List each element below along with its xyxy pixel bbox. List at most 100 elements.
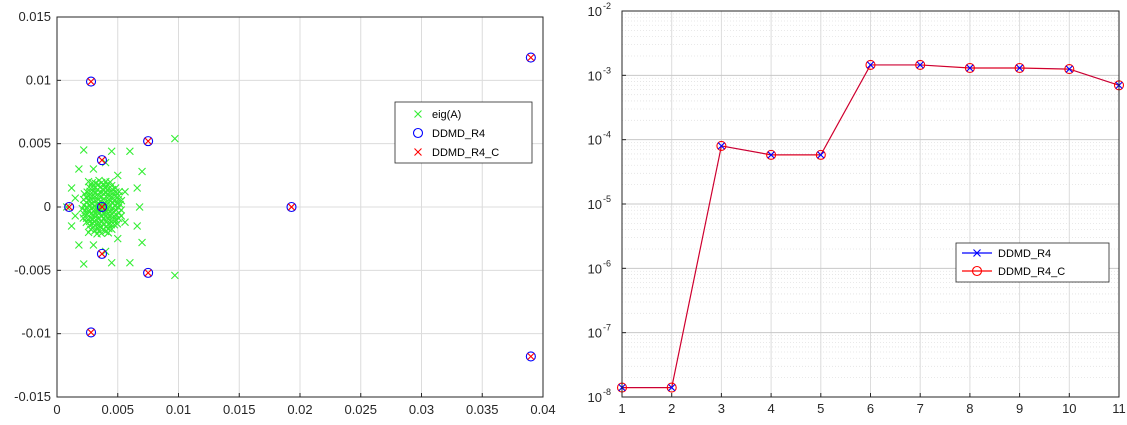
eig-cluster-point-b xyxy=(106,208,115,216)
x-tick-label: 2 xyxy=(668,401,675,416)
eig-cluster-point-b xyxy=(115,187,124,196)
eig-cluster-point-b xyxy=(109,216,117,225)
eig-point xyxy=(113,234,122,243)
eig-cluster-point xyxy=(91,179,100,188)
y-tick-label: 10 xyxy=(588,326,602,341)
eig-point-b xyxy=(170,271,179,280)
y-tick-exponent: -6 xyxy=(603,258,611,268)
y-tick-label: 0.01 xyxy=(26,72,51,87)
eig-cluster-point-b xyxy=(94,214,103,223)
eig-cluster-point xyxy=(93,230,101,238)
eig-point-b xyxy=(135,203,144,211)
eig-point xyxy=(74,165,83,173)
eig-cluster-point-b xyxy=(107,181,116,190)
ddmd-r4-c-point-b xyxy=(98,250,106,258)
ddmd-r4-point-b xyxy=(1065,65,1073,73)
eig-point xyxy=(138,238,146,247)
eig-cluster-point-b xyxy=(91,179,100,188)
eig-cluster-point-b xyxy=(104,228,113,237)
ddmd-r4-point-b xyxy=(717,142,725,150)
y-tick-label: 10 xyxy=(588,68,602,83)
eig-point xyxy=(113,171,122,180)
eig-point xyxy=(89,241,98,249)
x-tick-label: 1 xyxy=(618,401,625,416)
y-tick-exponent: -4 xyxy=(603,130,611,140)
eig-cluster-point-b xyxy=(82,218,91,227)
ddmd-r4-c-point-b xyxy=(144,137,152,145)
x-tick-label: 0.03 xyxy=(409,402,434,417)
y-tick-label: 10 xyxy=(588,390,602,405)
ddmd-r4-point xyxy=(525,351,536,362)
eig-cluster-point xyxy=(113,219,122,228)
eig-point xyxy=(133,222,142,230)
legend-left: eig(A) DDMD_R4 DDMD_R4_C xyxy=(394,101,533,164)
ddmd-r4-c-point-b xyxy=(98,203,106,211)
x-tick-label: 8 xyxy=(966,401,973,416)
eig-cluster-point-b xyxy=(95,176,103,185)
ddmd-r4-point xyxy=(143,267,154,278)
y-tick-label: -0.01 xyxy=(21,326,51,341)
grid-left xyxy=(56,16,544,398)
eig-point xyxy=(79,260,88,268)
ddmd-r4-point-b xyxy=(668,384,676,392)
ddmd-r4-c-point-b xyxy=(98,156,106,164)
legend-marker-b xyxy=(973,249,981,257)
eig-cluster-point-b xyxy=(117,212,126,220)
eig-point-b xyxy=(126,147,134,156)
y-tick-label: 10 xyxy=(588,133,602,148)
eig-point xyxy=(121,218,129,227)
ddmd-r4-c-point xyxy=(87,78,95,86)
ddmd-r4-point-b xyxy=(817,151,825,159)
ddmd-r4-point xyxy=(916,61,924,69)
ddmd-r4-c-point xyxy=(915,59,926,71)
ddmd-r4-c-point xyxy=(527,53,535,62)
eig-point-b xyxy=(71,194,80,203)
ddmd-r4-c-point xyxy=(144,269,152,277)
eig-point-b xyxy=(121,187,129,196)
legend-right: DDMD_R4 DDMD_R4_C xyxy=(955,242,1110,283)
eig-cluster-point-b xyxy=(101,184,110,193)
eig-point-b xyxy=(89,241,98,249)
x-tick-label: 4 xyxy=(767,401,774,416)
ddmd-r4-point xyxy=(1065,65,1073,73)
ddmd-r4-point xyxy=(966,64,974,72)
x-tick-label: 0.005 xyxy=(101,402,134,417)
eig-point xyxy=(79,146,88,154)
eig-point xyxy=(71,194,80,203)
eig-point-b xyxy=(121,218,129,227)
ddmd-r4-point xyxy=(817,151,825,159)
x-tick-label: 0.01 xyxy=(166,402,191,417)
eig-cluster-point xyxy=(106,178,115,186)
eig-point-b xyxy=(71,211,80,220)
eig-cluster-point-b xyxy=(95,219,104,228)
eig-cluster-point-b xyxy=(117,196,126,205)
x-tick-label: 5 xyxy=(817,401,824,416)
ddmd-r4-point-b xyxy=(916,61,924,69)
eig-point xyxy=(74,241,83,249)
eig-cluster-point-b xyxy=(88,178,97,187)
eig-cluster-point-b xyxy=(78,204,87,213)
eig-cluster-point xyxy=(80,189,89,198)
ddmd-r4-point xyxy=(143,136,154,147)
eig-cluster-point xyxy=(109,216,117,225)
eig-cluster-point-b xyxy=(86,187,94,196)
eig-point xyxy=(89,165,98,173)
eig-cluster-point-b xyxy=(80,189,89,198)
eig-point xyxy=(67,184,76,192)
ddmd-r4-c-point xyxy=(98,203,106,211)
x-tick-label: 0.015 xyxy=(223,402,256,417)
ddmd-r4-c-point xyxy=(65,203,73,211)
eig-cluster-point-b xyxy=(117,206,126,214)
eig-point xyxy=(133,184,142,192)
eig-point-b xyxy=(62,203,71,211)
eig-point xyxy=(62,203,71,211)
legend-marker xyxy=(973,249,981,257)
y-tick-exponent: -5 xyxy=(603,194,611,204)
eig-cluster-point xyxy=(115,187,124,196)
ddmd-r4-point xyxy=(866,61,875,69)
ddmd-r4-point-b xyxy=(866,61,875,69)
ddmd-r4-point xyxy=(668,384,676,392)
ddmd-r4-c-point xyxy=(98,156,106,164)
